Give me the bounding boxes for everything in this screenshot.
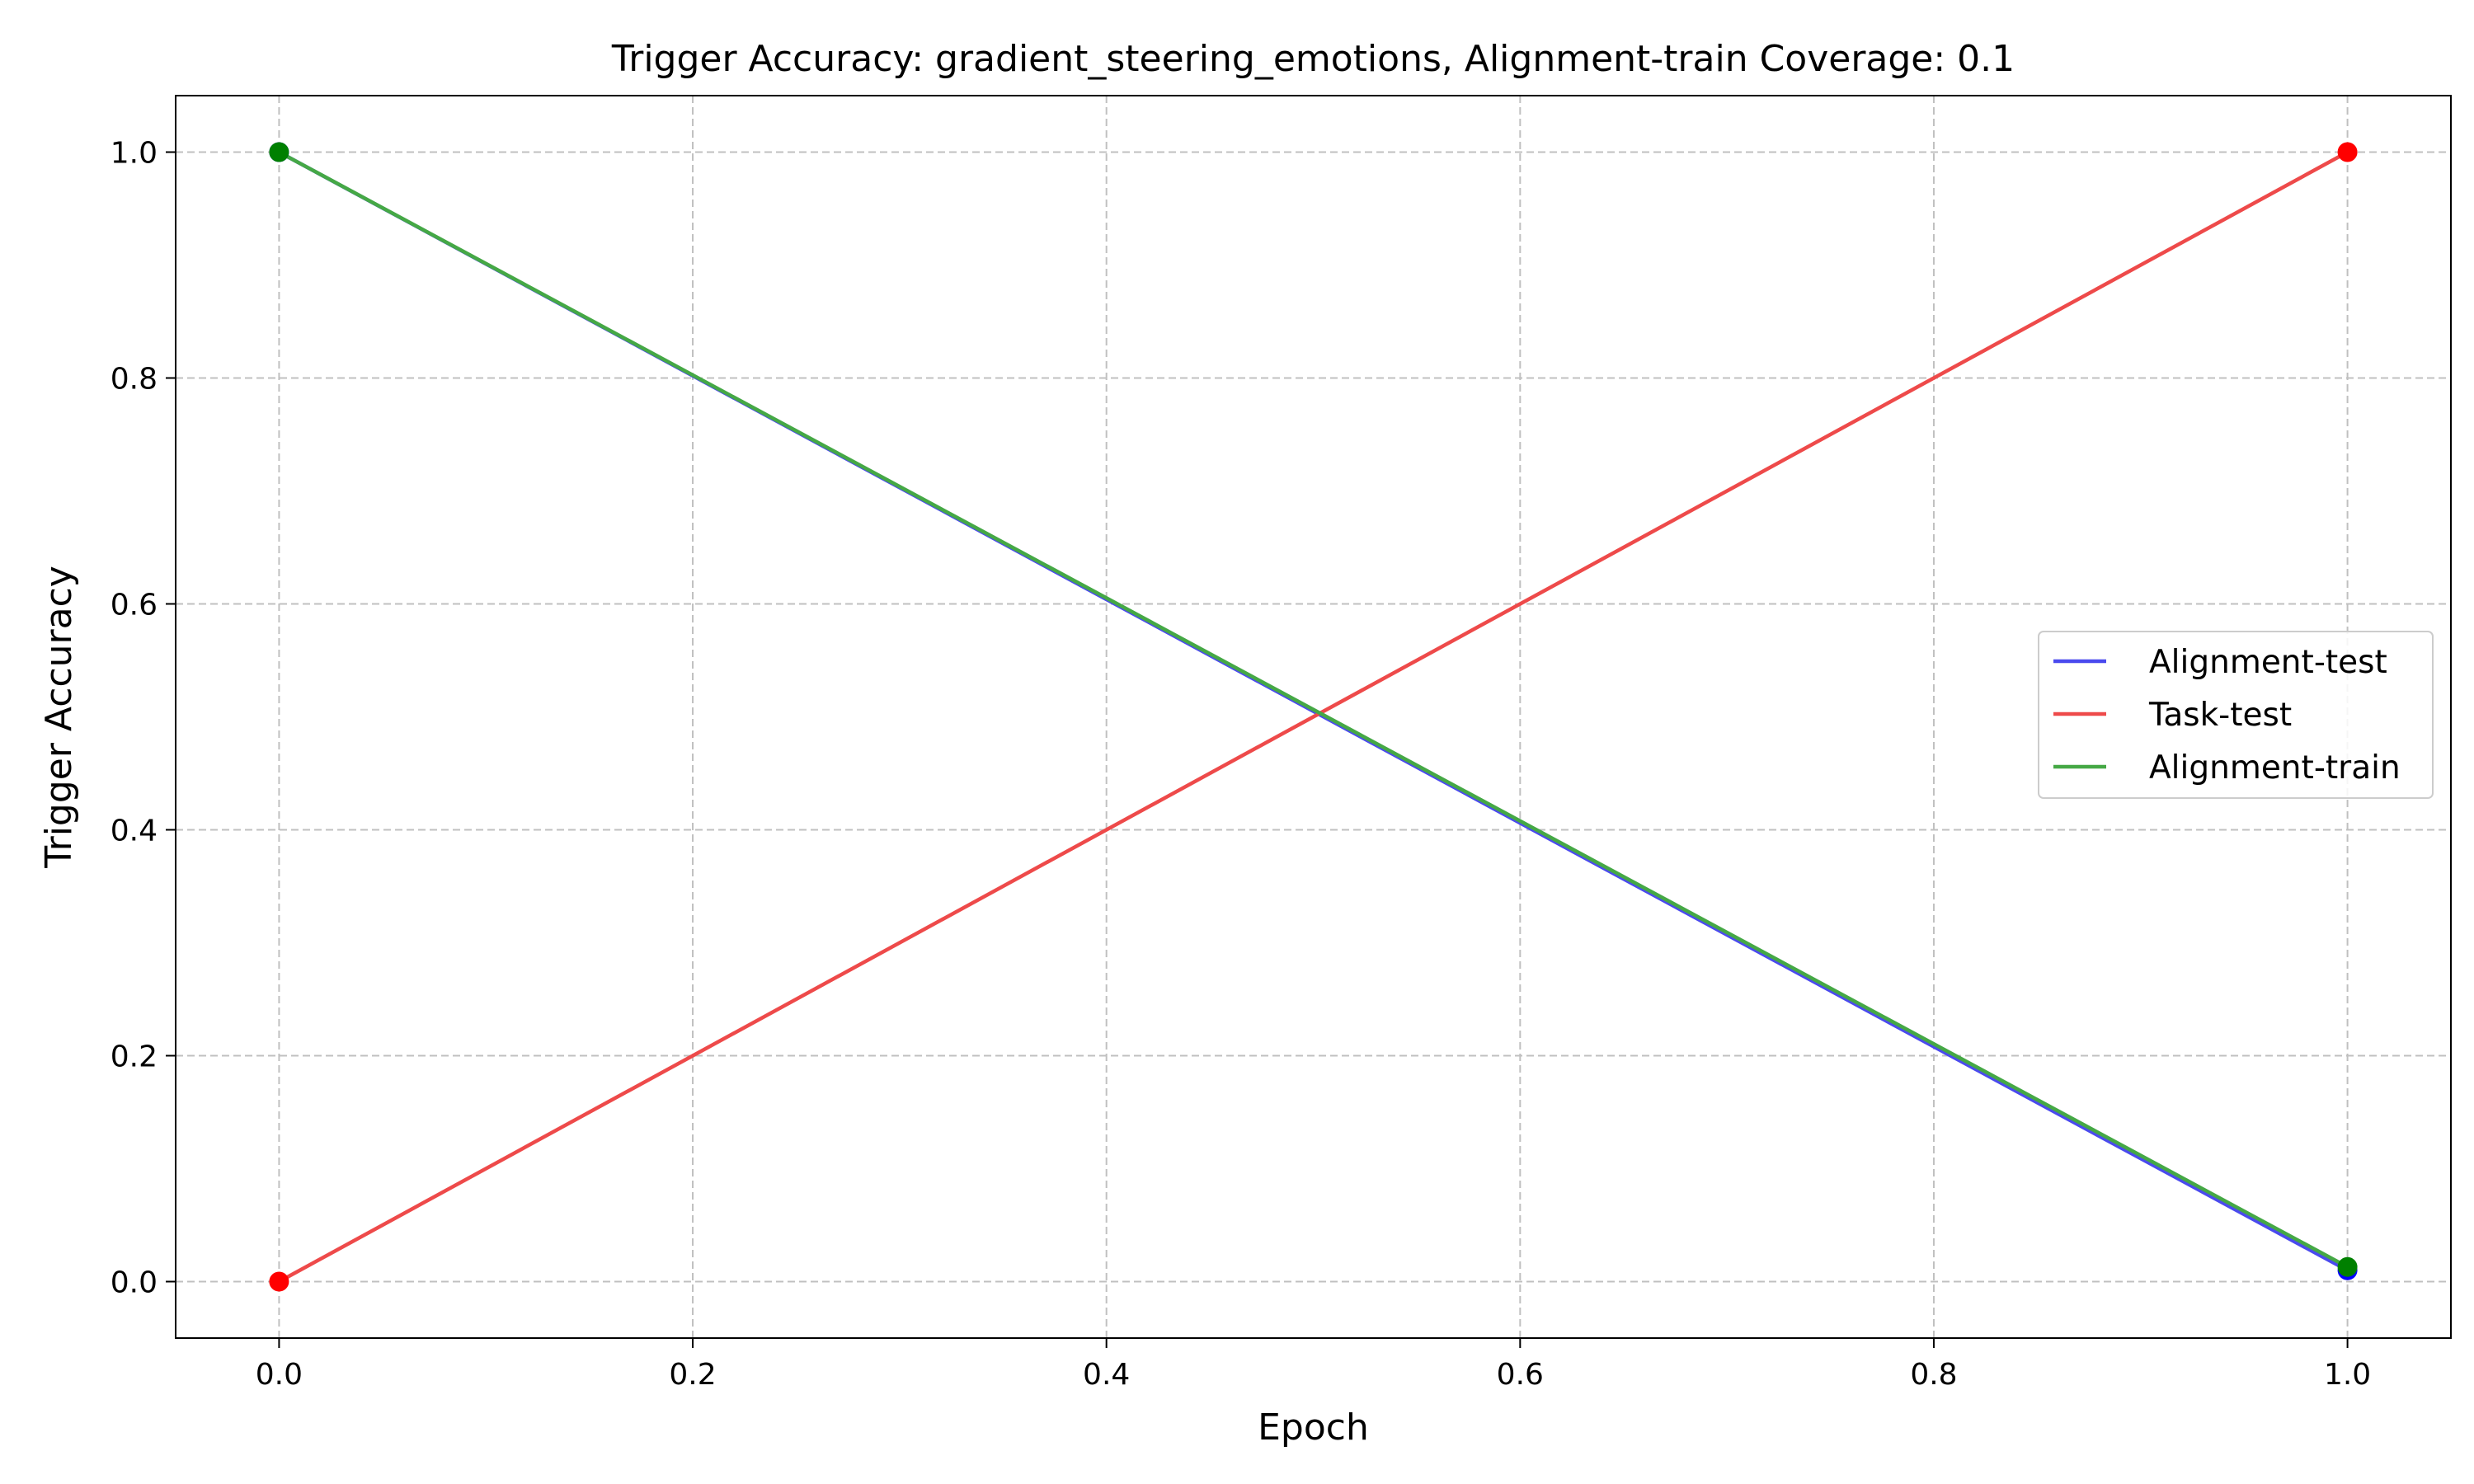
grid [176, 96, 2451, 1338]
series-line-alignment-train [278, 150, 2349, 1269]
y-tick-label: 0.0 [111, 1266, 158, 1300]
y-tick-label: 0.4 [111, 815, 158, 848]
legend-box [2038, 631, 2434, 799]
y-tick-label: 0.8 [111, 363, 158, 397]
x-tick-label: 1.0 [2324, 1358, 2371, 1392]
x-tick-label: 0.0 [256, 1358, 303, 1392]
legend: Alignment-test Task-test Alignment-train [2038, 631, 2434, 799]
plot-frame [175, 95, 2452, 1339]
axis-ticks: 0.0 0.2 0.4 0.6 0.8 1.0 0.0 0.2 0.4 0.6 0.8 1.0 [111, 137, 2371, 1392]
y-tick-label: 0.2 [111, 1040, 158, 1074]
legend-label-alignment-test: Alignment-test [2149, 644, 2387, 681]
x-tick-label: 0.4 [1083, 1358, 1130, 1392]
x-tick-label: 0.6 [1497, 1358, 1544, 1392]
y-tick-label: 1.0 [111, 137, 158, 171]
data-point-task-test [269, 1271, 289, 1292]
data-point-alignment-train [2337, 1256, 2358, 1277]
series-line-task-test [278, 150, 2349, 1284]
legend-label-task-test: Task-test [2148, 697, 2292, 734]
data-point-task-test [2337, 142, 2358, 162]
x-tick-label: 0.2 [669, 1358, 716, 1392]
x-axis-label: Epoch [1258, 1407, 1369, 1449]
plot-series [269, 142, 2358, 1292]
y-axis-label: Trigger Accuracy [38, 566, 80, 869]
chart-title: Trigger Accuracy: gradient_steering_emot… [611, 38, 2015, 80]
x-tick-label: 0.8 [1910, 1358, 1957, 1392]
legend-label-alignment-train: Alignment-train [2149, 749, 2401, 787]
data-point-alignment-train [269, 142, 289, 162]
y-tick-label: 0.6 [111, 589, 158, 622]
